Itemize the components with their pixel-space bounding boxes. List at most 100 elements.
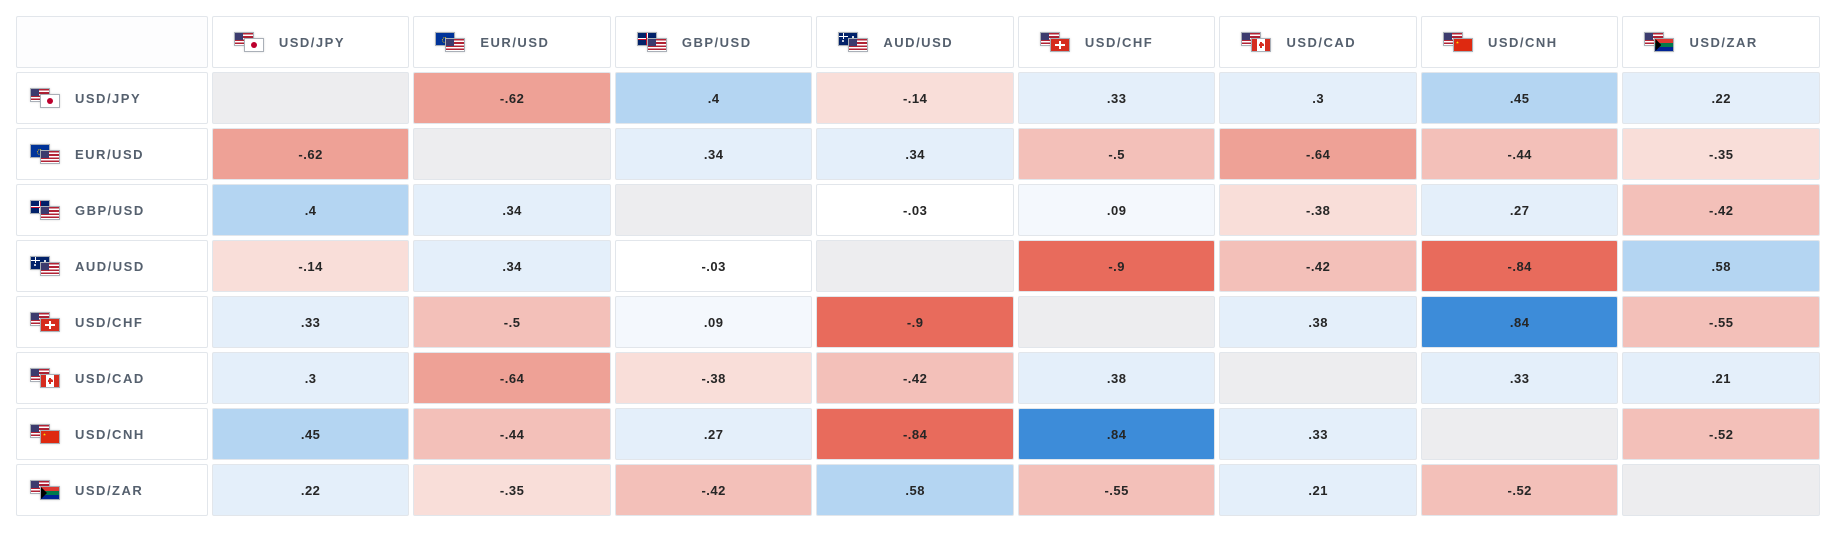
column-header[interactable]: USD/CAD bbox=[1219, 16, 1417, 68]
correlation-cell[interactable]: .3 bbox=[212, 352, 410, 404]
flag-pair-icon bbox=[235, 33, 265, 51]
correlation-cell[interactable]: .27 bbox=[615, 408, 813, 460]
flag-icon bbox=[40, 262, 60, 276]
column-header[interactable]: GBP/USD bbox=[615, 16, 813, 68]
correlation-cell[interactable]: .21 bbox=[1219, 464, 1417, 516]
row-header[interactable]: EUR/USD bbox=[16, 128, 208, 180]
column-header[interactable]: EUR/USD bbox=[413, 16, 611, 68]
correlation-cell[interactable]: .09 bbox=[615, 296, 813, 348]
row-header[interactable]: USD/CHF bbox=[16, 296, 208, 348]
correlation-cell-self bbox=[1018, 296, 1216, 348]
correlation-cell[interactable]: -.55 bbox=[1622, 296, 1820, 348]
correlation-cell[interactable]: .27 bbox=[1421, 184, 1619, 236]
correlation-cell[interactable]: .33 bbox=[1219, 408, 1417, 460]
correlation-cell-self bbox=[1622, 464, 1820, 516]
correlation-cell[interactable]: -.62 bbox=[212, 128, 410, 180]
table-row: GBP/USD.4.34 -.03.09-.38.27-.42 bbox=[16, 184, 1820, 236]
correlation-cell[interactable]: -.5 bbox=[1018, 128, 1216, 180]
correlation-cell[interactable]: -.9 bbox=[1018, 240, 1216, 292]
flag-pair-icon bbox=[839, 33, 869, 51]
correlation-cell[interactable]: .58 bbox=[1622, 240, 1820, 292]
correlation-cell[interactable]: -.9 bbox=[816, 296, 1014, 348]
flag-icon bbox=[40, 94, 60, 108]
correlation-cell[interactable]: -.42 bbox=[1622, 184, 1820, 236]
correlation-cell[interactable]: .22 bbox=[212, 464, 410, 516]
correlation-cell[interactable]: -.55 bbox=[1018, 464, 1216, 516]
correlation-cell[interactable]: .34 bbox=[615, 128, 813, 180]
correlation-cell[interactable]: .38 bbox=[1219, 296, 1417, 348]
correlation-cell[interactable]: .21 bbox=[1622, 352, 1820, 404]
correlation-cell[interactable]: -.84 bbox=[1421, 240, 1619, 292]
correlation-cell[interactable]: .09 bbox=[1018, 184, 1216, 236]
correlation-cell[interactable]: .33 bbox=[212, 296, 410, 348]
flag-pair-icon bbox=[31, 425, 61, 443]
pair-label: USD/CHF bbox=[75, 315, 143, 330]
flag-icon bbox=[1251, 38, 1271, 52]
row-header[interactable]: GBP/USD bbox=[16, 184, 208, 236]
column-header[interactable]: USD/ZAR bbox=[1622, 16, 1820, 68]
column-header[interactable]: USD/CNH bbox=[1421, 16, 1619, 68]
correlation-cell[interactable]: .3 bbox=[1219, 72, 1417, 124]
correlation-cell[interactable]: -.35 bbox=[413, 464, 611, 516]
correlation-cell[interactable]: .33 bbox=[1018, 72, 1216, 124]
correlation-cell[interactable]: -.5 bbox=[413, 296, 611, 348]
correlation-cell[interactable]: -.38 bbox=[615, 352, 813, 404]
correlation-cell[interactable]: -.64 bbox=[1219, 128, 1417, 180]
column-header[interactable]: AUD/USD bbox=[816, 16, 1014, 68]
correlation-cell[interactable]: -.14 bbox=[816, 72, 1014, 124]
corner-cell bbox=[16, 16, 208, 68]
flag-icon bbox=[40, 430, 60, 444]
correlation-cell[interactable]: -.52 bbox=[1421, 464, 1619, 516]
correlation-cell[interactable]: .84 bbox=[1018, 408, 1216, 460]
correlation-cell[interactable]: -.03 bbox=[615, 240, 813, 292]
correlation-cell[interactable]: .22 bbox=[1622, 72, 1820, 124]
correlation-cell[interactable]: .4 bbox=[212, 184, 410, 236]
flag-pair-icon bbox=[31, 481, 61, 499]
pair-label: USD/CAD bbox=[1286, 35, 1356, 50]
correlation-cell[interactable]: -.42 bbox=[1219, 240, 1417, 292]
flag-pair-icon bbox=[1444, 33, 1474, 51]
correlation-cell[interactable]: -.44 bbox=[413, 408, 611, 460]
pair-label: USD/CNH bbox=[1488, 35, 1558, 50]
row-header[interactable]: USD/ZAR bbox=[16, 464, 208, 516]
correlation-cell[interactable]: -.42 bbox=[816, 352, 1014, 404]
flag-icon bbox=[244, 38, 264, 52]
correlation-cell[interactable]: .4 bbox=[615, 72, 813, 124]
row-header[interactable]: USD/CAD bbox=[16, 352, 208, 404]
correlation-cell[interactable]: -.84 bbox=[816, 408, 1014, 460]
flag-icon bbox=[1050, 38, 1070, 52]
correlation-cell[interactable]: -.38 bbox=[1219, 184, 1417, 236]
correlation-cell[interactable]: -.35 bbox=[1622, 128, 1820, 180]
flag-icon bbox=[445, 38, 465, 52]
correlation-cell[interactable]: .34 bbox=[413, 240, 611, 292]
correlation-cell[interactable]: -.62 bbox=[413, 72, 611, 124]
column-header[interactable]: USD/CHF bbox=[1018, 16, 1216, 68]
row-header[interactable]: USD/JPY bbox=[16, 72, 208, 124]
flag-pair-icon bbox=[436, 33, 466, 51]
correlation-cell[interactable]: -.42 bbox=[615, 464, 813, 516]
correlation-cell[interactable]: .45 bbox=[1421, 72, 1619, 124]
correlation-cell[interactable]: .34 bbox=[413, 184, 611, 236]
correlation-cell[interactable]: .58 bbox=[816, 464, 1014, 516]
correlation-cell[interactable]: .38 bbox=[1018, 352, 1216, 404]
correlation-cell-self bbox=[1219, 352, 1417, 404]
pair-label: AUD/USD bbox=[75, 259, 145, 274]
table-row: USD/JPY -.62.4-.14.33.3.45.22 bbox=[16, 72, 1820, 124]
correlation-cell[interactable]: .45 bbox=[212, 408, 410, 460]
pair-label: USD/ZAR bbox=[75, 483, 143, 498]
correlation-cell[interactable]: .84 bbox=[1421, 296, 1619, 348]
correlation-cell[interactable]: -.52 bbox=[1622, 408, 1820, 460]
row-header[interactable]: USD/CNH bbox=[16, 408, 208, 460]
correlation-cell[interactable]: -.14 bbox=[212, 240, 410, 292]
flag-pair-icon bbox=[31, 201, 61, 219]
correlation-cell[interactable]: .34 bbox=[816, 128, 1014, 180]
flag-icon bbox=[848, 38, 868, 52]
table-row: USD/CNH.45-.44.27-.84.84.33 -.52 bbox=[16, 408, 1820, 460]
correlation-cell[interactable]: -.03 bbox=[816, 184, 1014, 236]
correlation-cell[interactable]: -.44 bbox=[1421, 128, 1619, 180]
flag-icon bbox=[40, 374, 60, 388]
correlation-cell[interactable]: .33 bbox=[1421, 352, 1619, 404]
column-header[interactable]: USD/JPY bbox=[212, 16, 410, 68]
row-header[interactable]: AUD/USD bbox=[16, 240, 208, 292]
correlation-cell[interactable]: -.64 bbox=[413, 352, 611, 404]
